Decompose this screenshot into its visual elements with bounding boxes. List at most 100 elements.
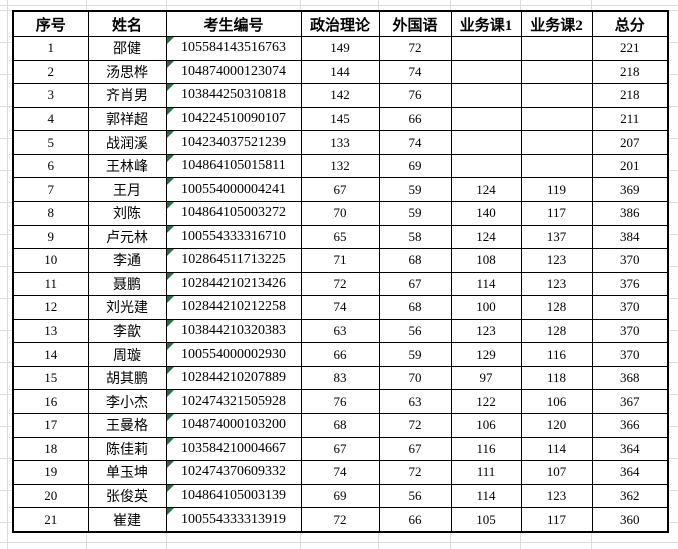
cell-name[interactable]: 齐肖男 — [87, 83, 167, 108]
cell-foreign_lang[interactable]: 67 — [378, 436, 452, 462]
cell-total[interactable]: 362 — [591, 483, 669, 509]
cell-index[interactable]: 10 — [12, 248, 89, 273]
cell-foreign_lang[interactable]: 76 — [378, 83, 452, 108]
cell-major1[interactable]: 111 — [450, 460, 522, 485]
cell-major2[interactable]: 114 — [520, 436, 593, 462]
cell-major2[interactable] — [520, 59, 593, 85]
cell-name[interactable]: 张俊英 — [87, 483, 167, 509]
cell-total[interactable]: 368 — [591, 365, 669, 391]
cell-name[interactable]: 李歆 — [87, 318, 167, 344]
cell-foreign_lang[interactable]: 66 — [378, 106, 452, 132]
cell-major1[interactable]: 106 — [450, 413, 522, 438]
cell-name[interactable]: 王月 — [87, 177, 167, 202]
cell-major1[interactable]: 129 — [450, 342, 522, 367]
cell-candidate_no[interactable]: 102844210207889 — [165, 365, 302, 391]
cell-major1[interactable] — [450, 106, 522, 132]
cell-index[interactable]: 16 — [12, 389, 89, 414]
cell-index[interactable]: 13 — [12, 318, 89, 344]
cell-candidate_no[interactable]: 104864105003272 — [165, 200, 302, 226]
cell-name[interactable]: 卢元林 — [87, 224, 167, 250]
cell-candidate_no[interactable]: 103844210320383 — [165, 318, 302, 344]
cell-total[interactable]: 218 — [591, 83, 669, 108]
cell-name[interactable]: 周璇 — [87, 342, 167, 367]
cell-major2[interactable]: 128 — [520, 318, 593, 344]
cell-major1[interactable]: 108 — [450, 248, 522, 273]
cell-foreign_lang[interactable]: 67 — [378, 271, 452, 297]
cell-name[interactable]: 战润溪 — [87, 130, 167, 155]
cell-major1[interactable]: 114 — [450, 483, 522, 509]
cell-politics[interactable]: 133 — [300, 130, 380, 155]
cell-total[interactable]: 369 — [591, 177, 669, 202]
cell-major1[interactable]: 124 — [450, 177, 522, 202]
cell-candidate_no[interactable]: 100554000004241 — [165, 177, 302, 202]
cell-major2[interactable]: 117 — [520, 200, 593, 226]
cell-total[interactable]: 386 — [591, 200, 669, 226]
cell-politics[interactable]: 142 — [300, 83, 380, 108]
cell-total[interactable]: 384 — [591, 224, 669, 250]
cell-major1[interactable]: 140 — [450, 200, 522, 226]
cell-major1[interactable] — [450, 36, 522, 61]
cell-name[interactable]: 汤思桦 — [87, 59, 167, 85]
cell-foreign_lang[interactable]: 70 — [378, 365, 452, 391]
column-header-candidate_no[interactable]: 考生编号 — [165, 10, 302, 37]
cell-foreign_lang[interactable]: 66 — [378, 507, 452, 533]
cell-major1[interactable]: 123 — [450, 318, 522, 344]
cell-major1[interactable]: 116 — [450, 436, 522, 462]
cell-index[interactable]: 2 — [12, 59, 89, 85]
cell-total[interactable]: 376 — [591, 271, 669, 297]
cell-politics[interactable]: 71 — [300, 248, 380, 273]
cell-major2[interactable] — [520, 153, 593, 179]
cell-candidate_no[interactable]: 102864511713225 — [165, 248, 302, 273]
cell-index[interactable]: 14 — [12, 342, 89, 367]
cell-name[interactable]: 王林峰 — [87, 153, 167, 179]
cell-major1[interactable] — [450, 130, 522, 155]
cell-index[interactable]: 11 — [12, 271, 89, 297]
cell-total[interactable]: 201 — [591, 153, 669, 179]
cell-candidate_no[interactable]: 104234037521239 — [165, 130, 302, 155]
cell-name[interactable]: 李小杰 — [87, 389, 167, 414]
cell-candidate_no[interactable]: 102474370609332 — [165, 460, 302, 485]
cell-foreign_lang[interactable]: 74 — [378, 59, 452, 85]
cell-candidate_no[interactable]: 104874000103200 — [165, 413, 302, 438]
cell-index[interactable]: 20 — [12, 483, 89, 509]
cell-total[interactable]: 367 — [591, 389, 669, 414]
cell-politics[interactable]: 72 — [300, 271, 380, 297]
cell-candidate_no[interactable]: 102844210212258 — [165, 295, 302, 320]
cell-major1[interactable] — [450, 153, 522, 179]
cell-total[interactable]: 207 — [591, 130, 669, 155]
cell-index[interactable]: 3 — [12, 83, 89, 108]
cell-major2[interactable]: 119 — [520, 177, 593, 202]
cell-index[interactable]: 7 — [12, 177, 89, 202]
cell-foreign_lang[interactable]: 59 — [378, 200, 452, 226]
cell-name[interactable]: 刘光建 — [87, 295, 167, 320]
cell-major1[interactable] — [450, 83, 522, 108]
cell-major2[interactable]: 128 — [520, 295, 593, 320]
cell-index[interactable]: 12 — [12, 295, 89, 320]
cell-index[interactable]: 9 — [12, 224, 89, 250]
cell-total[interactable]: 364 — [591, 460, 669, 485]
cell-total[interactable]: 370 — [591, 248, 669, 273]
cell-foreign_lang[interactable]: 72 — [378, 460, 452, 485]
cell-politics[interactable]: 132 — [300, 153, 380, 179]
cell-candidate_no[interactable]: 102474321505928 — [165, 389, 302, 414]
cell-politics[interactable]: 68 — [300, 413, 380, 438]
cell-politics[interactable]: 63 — [300, 318, 380, 344]
cell-candidate_no[interactable]: 100554333313919 — [165, 507, 302, 533]
cell-major1[interactable]: 114 — [450, 271, 522, 297]
cell-foreign_lang[interactable]: 72 — [378, 413, 452, 438]
cell-major2[interactable] — [520, 106, 593, 132]
cell-index[interactable]: 17 — [12, 413, 89, 438]
cell-major2[interactable] — [520, 83, 593, 108]
cell-candidate_no[interactable]: 102844210213426 — [165, 271, 302, 297]
cell-politics[interactable]: 65 — [300, 224, 380, 250]
cell-candidate_no[interactable]: 103584210004667 — [165, 436, 302, 462]
cell-name[interactable]: 崔建 — [87, 507, 167, 533]
cell-total[interactable]: 370 — [591, 342, 669, 367]
cell-politics[interactable]: 70 — [300, 200, 380, 226]
cell-major2[interactable]: 106 — [520, 389, 593, 414]
cell-index[interactable]: 19 — [12, 460, 89, 485]
cell-index[interactable]: 8 — [12, 200, 89, 226]
cell-candidate_no[interactable]: 104864105003139 — [165, 483, 302, 509]
cell-politics[interactable]: 66 — [300, 342, 380, 367]
cell-foreign_lang[interactable]: 72 — [378, 36, 452, 61]
